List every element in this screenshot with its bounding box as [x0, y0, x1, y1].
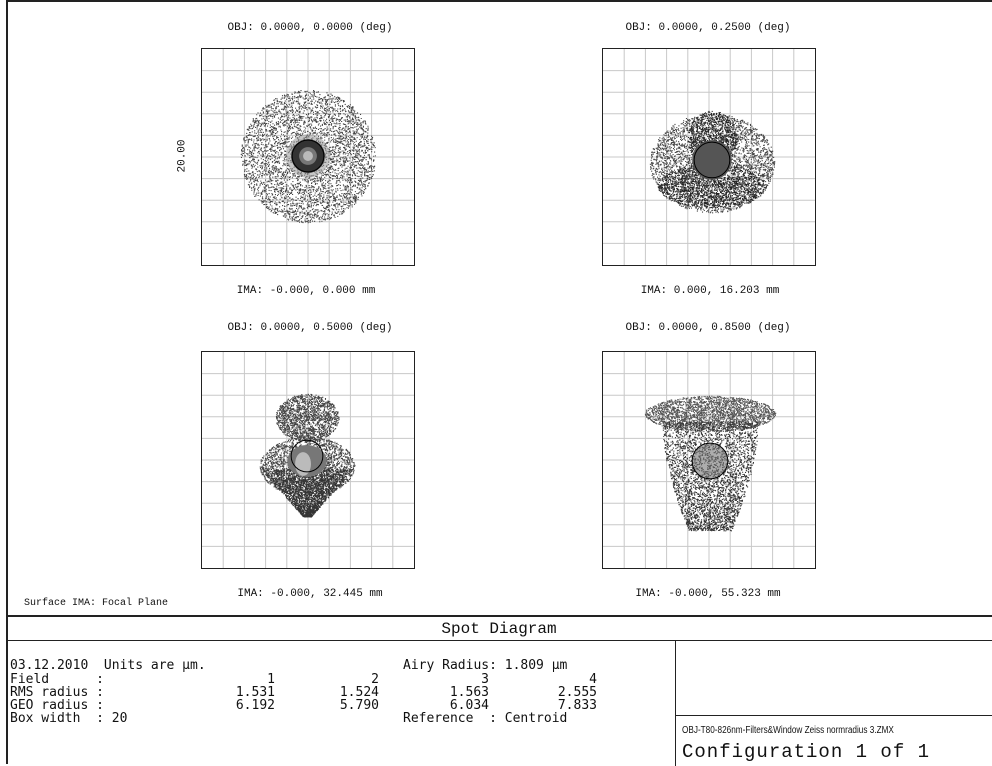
spot-plot-1 [202, 49, 414, 265]
spot-diagram-2 [602, 48, 816, 266]
divider [676, 715, 992, 716]
geo-value: 7.833 [557, 698, 597, 713]
rms-value: 1.524 [339, 685, 379, 700]
file-info: OBJ-T80-826nm-Filters&Window Zeiss normr… [676, 641, 992, 766]
spot-plot-4 [603, 352, 815, 568]
obj-label-1: OBJ: 0.0000, 0.0000 (deg) [227, 22, 393, 34]
info-table: 03.12.2010 Units are µm. Airy Radius: 1.… [6, 641, 676, 766]
geo-value: 5.790 [339, 698, 379, 713]
ima-label-2: IMA: 0.000, 16.203 mm [640, 285, 780, 297]
info-panel: Spot Diagram 03.12.2010 Units are µm. Ai… [6, 615, 992, 766]
spot-plot-2 [603, 49, 815, 265]
spot-diagram-3 [201, 351, 415, 569]
obj-label-4: OBJ: 0.0000, 0.8500 (deg) [625, 322, 791, 334]
spot-diagram-4 [602, 351, 816, 569]
rms-value: 1.531 [235, 685, 275, 700]
obj-label-3: OBJ: 0.0000, 0.5000 (deg) [227, 322, 393, 334]
obj-label-2: OBJ: 0.0000, 0.2500 (deg) [625, 22, 791, 34]
airy-radius: Airy Radius: 1.809 µm [403, 658, 568, 673]
spot-plot-3 [202, 352, 414, 568]
ima-label-4: IMA: -0.000, 55.323 mm [635, 588, 781, 600]
ima-label-1: IMA: -0.000, 0.000 mm [236, 285, 376, 297]
field-number: 4 [589, 672, 597, 687]
geo-value: 6.034 [449, 698, 489, 713]
plot-frame [6, 0, 992, 764]
date-units: 03.12.2010 Units are µm. [10, 658, 206, 673]
box-width-label: 20.00 [176, 139, 189, 173]
surface-label: Surface IMA: Focal Plane [24, 598, 169, 609]
configuration-label: Configuration 1 of 1 [682, 741, 931, 763]
box-width-info: Box width : 20 [10, 711, 128, 726]
field-number: 1 [267, 672, 275, 687]
reference-info: Reference : Centroid [403, 711, 568, 726]
rms-value: 1.563 [449, 685, 489, 700]
geo-label: GEO radius : [10, 698, 104, 713]
spot-diagram-1 [201, 48, 415, 266]
rms-value: 2.555 [557, 685, 597, 700]
field-number: 2 [371, 672, 379, 687]
file-name: OBJ-T80-826nm-Filters&Window Zeiss normr… [682, 725, 894, 736]
diagram-title: Spot Diagram [6, 617, 992, 641]
field-number: 3 [481, 672, 489, 687]
geo-value: 6.192 [235, 698, 275, 713]
ima-label-3: IMA: -0.000, 32.445 mm [237, 588, 383, 600]
rms-label: RMS radius : [10, 685, 104, 700]
field-label: Field : [10, 672, 104, 687]
